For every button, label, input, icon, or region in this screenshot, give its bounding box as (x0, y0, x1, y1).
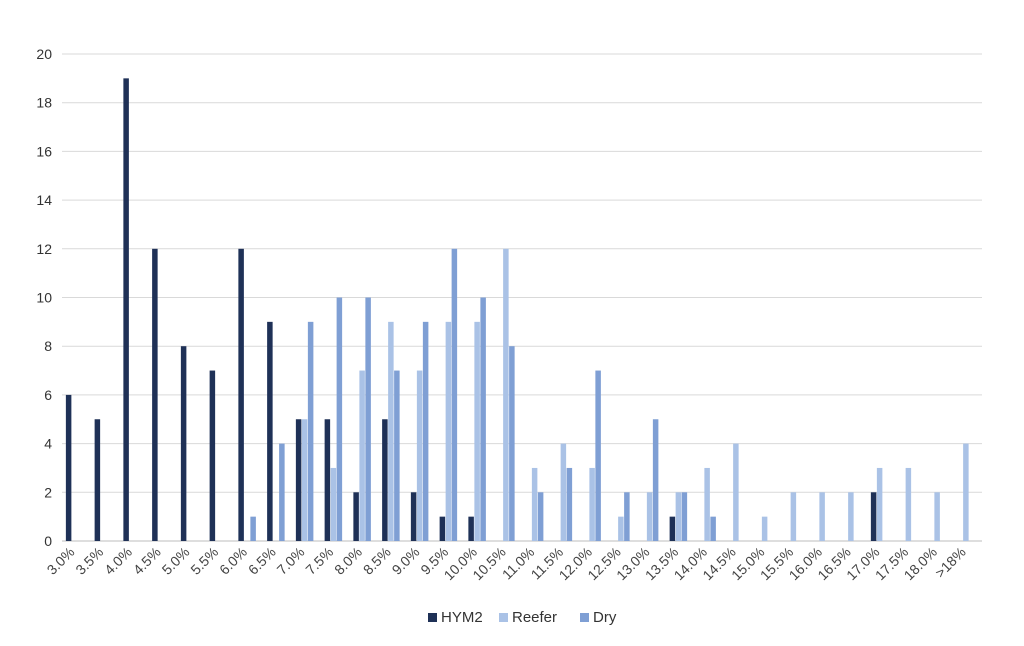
legend-label-dry: Dry (593, 609, 617, 626)
bar-reefer-10.5% (503, 248, 509, 542)
bar-hym2-17.0% (870, 492, 877, 541)
bar-hym2-7.0% (295, 419, 302, 541)
bar-dry-10.0% (480, 297, 486, 541)
bar-hym2-4.5% (152, 248, 158, 542)
bar-reefer->18% (963, 443, 969, 541)
x-tick-label: 5.5% (187, 544, 221, 578)
bar-reefer-17.5% (905, 467, 912, 541)
x-tick-label: 4.0% (101, 544, 135, 578)
bar-reefer-11.5% (560, 443, 567, 541)
bar-reefer-15.5% (790, 492, 797, 541)
bar-hym2-3.0% (65, 394, 72, 541)
bar-dry-8.0% (365, 297, 371, 541)
bar-reefer-7.0% (301, 419, 308, 541)
bar-hym2-4.0% (123, 78, 129, 541)
bar-dry-11.5% (566, 467, 573, 541)
bar-reefer-13.0% (646, 492, 653, 541)
y-tick-label: 4 (44, 436, 52, 452)
bar-dry-9.0% (422, 321, 429, 541)
legend: HYM2 Reefer Dry (428, 609, 617, 626)
bar-dry-8.5% (394, 370, 400, 541)
x-tick-label: 7.5% (302, 544, 336, 578)
y-tick-label: 0 (44, 533, 52, 549)
bar-hym2-9.5% (439, 516, 446, 541)
x-tick-label: 4.5% (130, 544, 164, 578)
y-tick-label: 12 (36, 241, 52, 257)
bar-reefer-9.0% (416, 370, 423, 541)
bar-dry-7.0% (307, 321, 314, 541)
bar-reefer-11.0% (531, 467, 538, 541)
bar-reefer-16.0% (819, 492, 825, 541)
y-tick-label: 16 (36, 143, 52, 159)
bar-reefer-12.5% (618, 516, 624, 541)
y-tick-label: 14 (36, 192, 52, 208)
bar-hym2-10.0% (468, 516, 474, 541)
bar-hym2-5.0% (180, 346, 187, 541)
x-tick-label: 11.0% (499, 544, 538, 583)
bar-dry-9.5% (451, 248, 458, 542)
x-tick-label: 6.0% (216, 544, 250, 578)
x-tick-label: >18% (932, 544, 969, 581)
x-tick-label: 9.0% (389, 544, 423, 578)
bar-reefer-18.0% (934, 492, 940, 541)
y-tick-label: 10 (36, 290, 52, 306)
bar-dry-6.5% (279, 443, 285, 541)
x-tick-label: 8.5% (360, 544, 394, 578)
bar-reefer-7.5% (330, 467, 337, 541)
bar-reefer-12.0% (589, 467, 595, 541)
bar-dry-7.5% (336, 297, 343, 541)
x-tick-label: 5.0% (159, 544, 193, 578)
legend-swatch-reefer (499, 613, 508, 622)
x-axis-ticks: 3.0%3.5%4.0%4.5%5.0%5.5%6.0%6.5%7.0%7.5%… (44, 544, 969, 583)
bar-hym2-8.5% (382, 419, 388, 541)
bar-hym2-6.0% (238, 248, 244, 542)
bar-dry-13.0% (652, 419, 659, 541)
bar-reefer-14.0% (704, 467, 710, 541)
x-tick-label: 8.0% (331, 544, 365, 578)
x-tick-label: 3.5% (72, 544, 106, 578)
bar-hym2-6.5% (267, 321, 273, 541)
bar-hym2-5.5% (209, 370, 216, 541)
x-tick-label: 10.5% (469, 544, 508, 583)
x-tick-label: 18.0% (901, 544, 940, 583)
bar-reefer-15.0% (761, 516, 768, 541)
bar-reefer-9.5% (445, 321, 452, 541)
bar-reefer-13.5% (675, 492, 682, 541)
y-axis-ticks: 0 2 4 6 8 10 12 14 16 18 20 (36, 46, 52, 549)
y-tick-label: 20 (36, 46, 52, 62)
legend-swatch-hym2 (428, 613, 437, 622)
y-tick-label: 6 (44, 387, 52, 403)
bar-reefer-8.0% (359, 370, 365, 541)
legend-label-reefer: Reefer (512, 609, 557, 626)
x-tick-label: 6.5% (245, 544, 279, 578)
bar-hym2-3.5% (94, 419, 101, 541)
bar-dry-14.0% (710, 516, 716, 541)
gridlines (62, 53, 982, 542)
bar-dry-6.0% (250, 516, 256, 541)
y-tick-label: 8 (44, 338, 52, 354)
y-tick-label: 2 (44, 484, 52, 500)
legend-swatch-dry (580, 613, 589, 622)
bar-hym2-7.5% (324, 419, 331, 541)
bar-hym2-9.0% (410, 492, 417, 541)
bar-dry-11.0% (537, 492, 544, 541)
bar-dry-12.0% (595, 370, 601, 541)
bar-hym2-8.0% (353, 492, 359, 541)
bar-reefer-17.0% (876, 467, 883, 541)
bar-reefer-10.0% (474, 321, 480, 541)
x-tick-label: 7.0% (274, 544, 308, 578)
bar-marks (65, 78, 969, 542)
bar-reefer-14.5% (733, 443, 739, 541)
bar-hym2-13.5% (669, 516, 676, 541)
bar-dry-10.5% (509, 346, 515, 541)
bar-dry-12.5% (624, 492, 630, 541)
bar-reefer-16.5% (848, 492, 854, 541)
y-tick-label: 18 (36, 95, 52, 111)
bar-reefer-8.5% (388, 321, 394, 541)
legend-label-hym2: HYM2 (441, 609, 483, 626)
bar-dry-13.5% (681, 492, 688, 541)
